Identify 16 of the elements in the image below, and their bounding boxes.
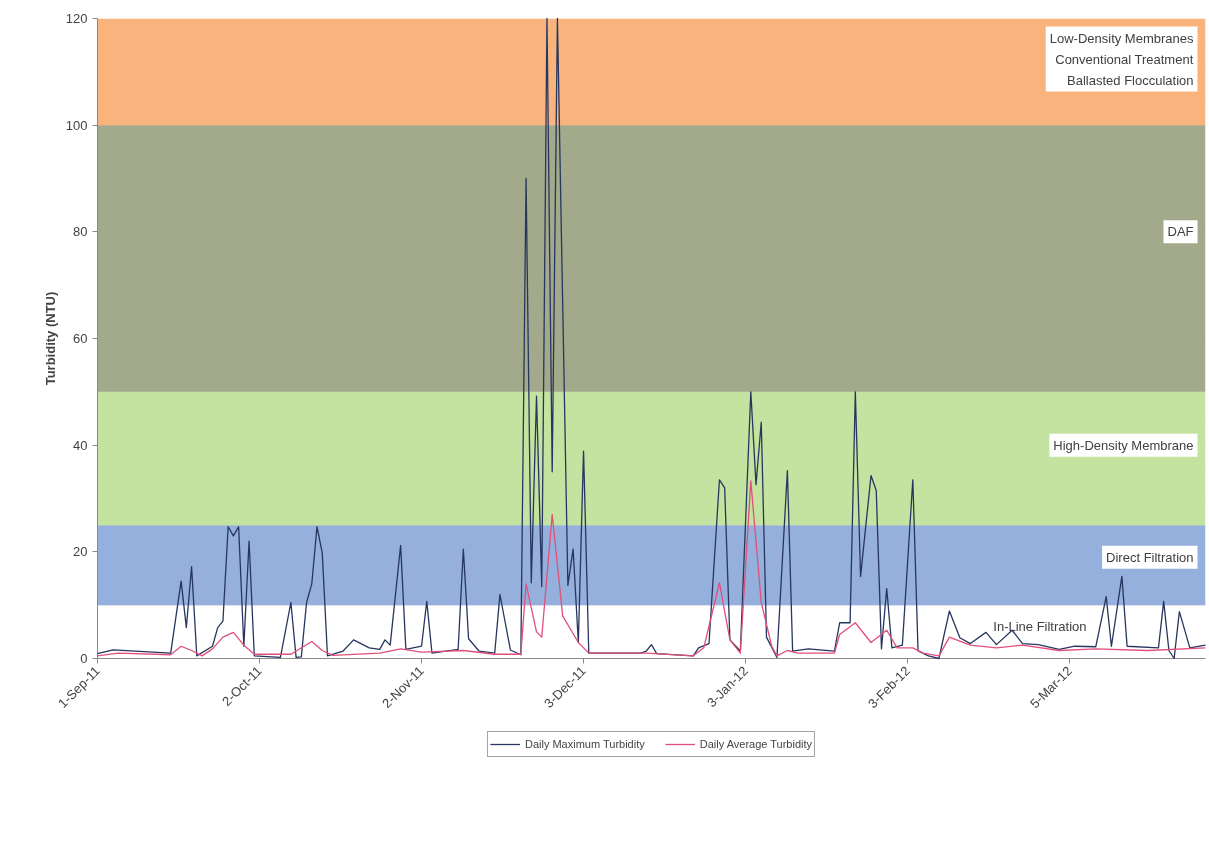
band-label: High-Density Membrane: [1053, 437, 1194, 453]
line-series: [96, 17, 1207, 660]
y-tick-label: 60: [73, 331, 88, 346]
y-tick-label: 40: [73, 437, 88, 453]
band-label: Low-Density Membranes Conventional Treatment Ballasted Flocculation: [1049, 30, 1194, 88]
legend-label: Daily Average Turbidity: [699, 738, 813, 750]
y-tick-label: 120: [65, 11, 88, 26]
band-label: Direct Filtration: [1106, 549, 1194, 565]
band-label: In-Line Filtration: [993, 619, 1087, 634]
y-axis-title: Turbidity (NTU): [42, 291, 58, 386]
y-tick-label: 20: [73, 544, 88, 560]
y-tick-label: 100: [65, 117, 88, 133]
legend-label: Daily Maximum Turbidity: [524, 738, 645, 750]
band-label: DAF: [1167, 224, 1194, 240]
y-tick-label: 80: [73, 224, 88, 240]
y-tick-label: 0: [80, 651, 88, 666]
